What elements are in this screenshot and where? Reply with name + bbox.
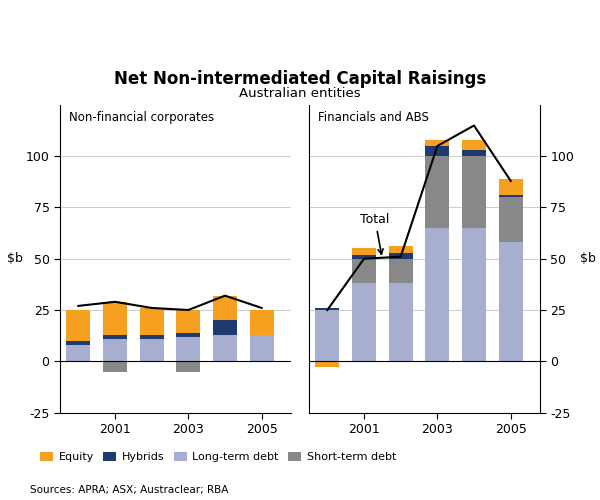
Bar (462, 140, 486, 150)
Bar (352, 259, 376, 283)
Bar (67, 310, 90, 341)
Bar (352, 248, 376, 254)
Bar (316, 308, 339, 310)
Bar (499, 195, 523, 197)
Bar (462, 228, 486, 361)
Bar (213, 296, 237, 320)
Bar (352, 284, 376, 361)
Bar (140, 308, 164, 334)
Bar (176, 310, 200, 332)
Bar (316, 310, 339, 361)
Bar (352, 254, 376, 259)
Bar (250, 334, 274, 361)
Bar (103, 302, 127, 334)
Bar (103, 334, 127, 338)
Text: Sources: APRA; ASX; Austraclear; RBA: Sources: APRA; ASX; Austraclear; RBA (30, 484, 229, 494)
Bar (316, 361, 339, 368)
Bar (462, 150, 486, 156)
Text: Non-financial corporates: Non-financial corporates (69, 111, 214, 124)
Bar (389, 246, 413, 252)
Bar (499, 197, 523, 242)
Bar (103, 361, 127, 372)
Bar (425, 146, 449, 156)
Bar (176, 332, 200, 336)
Bar (425, 140, 449, 146)
Legend: Equity, Hybrids, Long-term debt, Short-term debt: Equity, Hybrids, Long-term debt, Short-t… (35, 448, 400, 467)
Bar (499, 242, 523, 361)
Y-axis label: $b: $b (7, 252, 23, 265)
Text: Total: Total (361, 213, 390, 254)
Bar (213, 334, 237, 361)
Text: Financials and ABS: Financials and ABS (318, 111, 429, 124)
Bar (67, 341, 90, 345)
Bar (140, 334, 164, 338)
Bar (176, 336, 200, 361)
Bar (140, 338, 164, 361)
Bar (176, 361, 200, 372)
Bar (462, 156, 486, 228)
Bar (389, 284, 413, 361)
Bar (67, 345, 90, 361)
Bar (425, 228, 449, 361)
Text: Australian entities: Australian entities (239, 87, 361, 100)
Bar (425, 156, 449, 228)
Bar (499, 179, 523, 195)
Bar (250, 310, 274, 334)
Text: Net Non-intermediated Capital Raisings: Net Non-intermediated Capital Raisings (114, 70, 486, 87)
Y-axis label: $b: $b (580, 252, 596, 265)
Bar (103, 338, 127, 361)
Bar (213, 320, 237, 334)
Bar (389, 259, 413, 283)
Bar (389, 252, 413, 259)
